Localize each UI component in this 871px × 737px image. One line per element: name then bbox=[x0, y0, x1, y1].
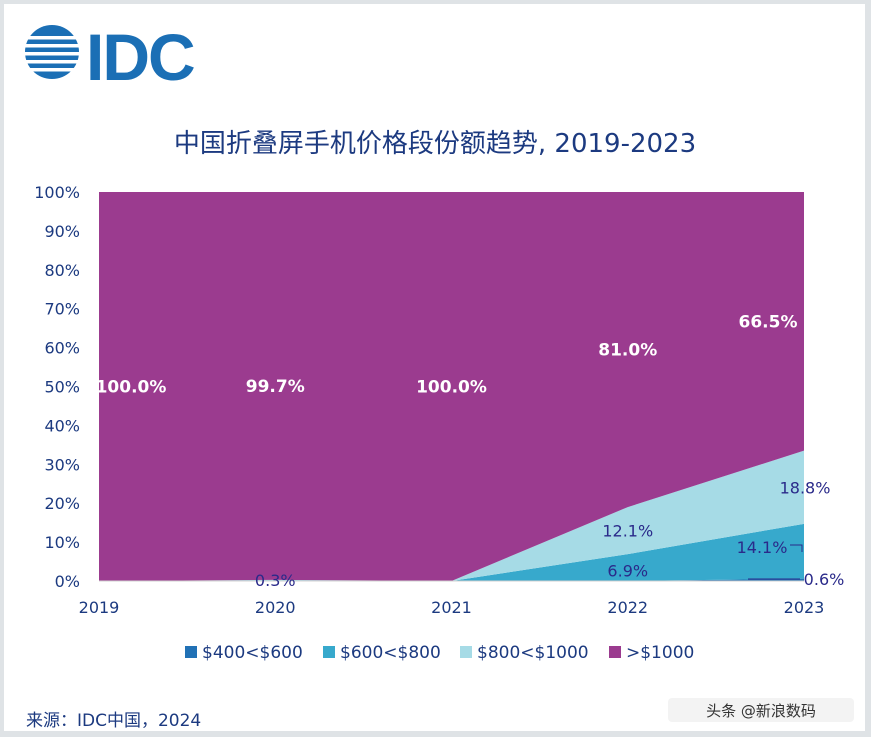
watermark: 头条 @新浪数码 bbox=[668, 698, 854, 722]
data-label: 6.9% bbox=[607, 561, 648, 580]
x-tick-label: 2023 bbox=[784, 598, 825, 617]
y-tick-label: 90% bbox=[44, 222, 80, 241]
x-tick-label: 2019 bbox=[79, 598, 120, 617]
data-label: 12.1% bbox=[602, 522, 653, 541]
data-label: 0.6% bbox=[804, 570, 845, 589]
data-label: 18.8% bbox=[780, 478, 831, 497]
x-axis: 2019 2020 2021 2022 2023 bbox=[79, 580, 825, 617]
watermark-text: 头条 @新浪数码 bbox=[706, 702, 816, 720]
x-tick-label: 2021 bbox=[431, 598, 472, 617]
leader-line bbox=[790, 544, 803, 552]
legend-label: >$1000 bbox=[626, 643, 694, 663]
chart-title: 中国折叠屏手机价格段份额趋势, 2019-2023 bbox=[174, 129, 696, 159]
data-label: 81.0% bbox=[598, 341, 657, 361]
legend-label: $800<$1000 bbox=[477, 643, 589, 663]
y-tick-label: 50% bbox=[44, 378, 80, 397]
y-axis: 0% 10% 20% 30% 40% 50% 60% 70% 80% 90% 100% bbox=[34, 183, 80, 591]
data-label: 14.1% bbox=[737, 538, 788, 557]
data-label: 100.0% bbox=[96, 378, 167, 398]
data-label: 99.7% bbox=[246, 377, 305, 397]
area-series-600-800 bbox=[99, 523, 804, 581]
source-note: 来源：IDC中国，2024 bbox=[26, 711, 201, 731]
legend-swatch bbox=[185, 646, 197, 658]
legend-swatch bbox=[323, 646, 335, 658]
legend: $400<$600 $600<$800 $800<$1000 >$1000 bbox=[185, 643, 694, 663]
y-tick-label: 10% bbox=[44, 533, 80, 552]
logo-text: IDC bbox=[86, 20, 194, 94]
legend-label: $400<$600 bbox=[202, 643, 303, 663]
area-series-800-1000 bbox=[99, 450, 804, 581]
idc-logo: IDC bbox=[22, 20, 196, 94]
legend-label: $600<$800 bbox=[340, 643, 441, 663]
y-tick-label: 40% bbox=[44, 416, 80, 435]
area-series-1000 bbox=[99, 192, 804, 581]
y-tick-label: 0% bbox=[55, 572, 80, 591]
globe-icon bbox=[22, 25, 82, 79]
data-label: 100.0% bbox=[416, 378, 487, 398]
y-tick-label: 60% bbox=[44, 339, 80, 358]
x-tick-label: 2020 bbox=[255, 598, 296, 617]
y-tick-label: 100% bbox=[34, 183, 80, 202]
y-tick-label: 70% bbox=[44, 300, 80, 319]
legend-swatch bbox=[460, 646, 472, 658]
y-tick-label: 20% bbox=[44, 494, 80, 513]
legend-swatch bbox=[609, 646, 621, 658]
data-label: 66.5% bbox=[739, 312, 798, 332]
y-tick-label: 80% bbox=[44, 261, 80, 280]
y-tick-label: 30% bbox=[44, 455, 80, 474]
x-tick-label: 2022 bbox=[607, 598, 648, 617]
data-label: 0.3% bbox=[255, 571, 296, 590]
data-labels: 100.0% 99.7% 100.0% 81.0% 66.5% 0.3% 12.1% 6.9%… bbox=[96, 312, 845, 590]
